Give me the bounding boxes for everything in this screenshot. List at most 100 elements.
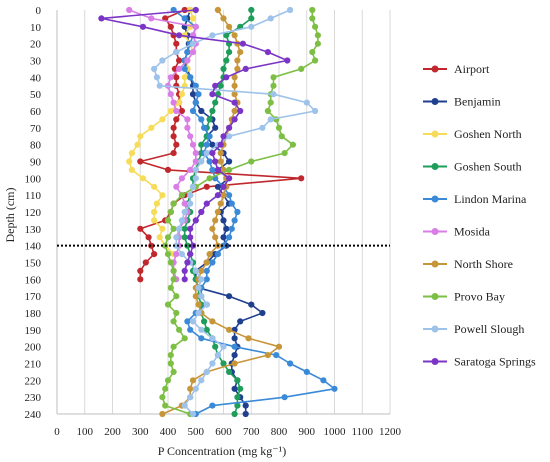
data-point-lindon-marina <box>220 242 227 249</box>
y-tick-label: 180 <box>25 308 42 320</box>
y-tick-label: 230 <box>25 392 42 404</box>
data-point-goshen-south <box>212 99 219 106</box>
data-point-north-shore <box>159 410 166 418</box>
data-point-benjamin <box>237 318 244 325</box>
y-tick-label: 20 <box>30 39 42 51</box>
data-point-goshen-north <box>181 74 188 81</box>
data-point-mosida <box>184 116 191 123</box>
y-tick-label: 220 <box>25 375 42 387</box>
data-point-provo-bay <box>309 49 316 56</box>
data-point-powell-slough <box>173 49 180 56</box>
data-point-provo-bay <box>162 402 169 409</box>
data-point-lindon-marina <box>320 377 327 384</box>
data-point-powell-slough <box>187 192 194 199</box>
data-point-goshen-south <box>181 225 188 232</box>
data-point-benjamin <box>189 91 197 98</box>
data-point-lindon-marina <box>209 259 216 266</box>
data-point-powell-slough <box>209 360 216 367</box>
data-point-saratoga-springs <box>212 82 219 89</box>
data-point-goshen-south <box>201 318 208 325</box>
data-point-powell-slough <box>198 326 205 333</box>
legend-label: Goshen North <box>454 127 522 141</box>
data-point-provo-bay <box>170 276 177 283</box>
legend-label: Benjamin <box>454 95 501 109</box>
data-point-lindon-marina <box>231 343 238 350</box>
data-point-goshen-north <box>178 91 185 98</box>
data-point-goshen-south <box>234 377 241 384</box>
data-point-north-shore <box>206 251 213 258</box>
data-point-saratoga-springs <box>217 141 224 148</box>
legend-swatch-marker <box>431 98 439 105</box>
data-point-lindon-marina <box>287 360 294 367</box>
data-point-airport <box>170 133 177 140</box>
data-point-lindon-marina <box>203 276 210 283</box>
x-tick-label: 900 <box>299 426 316 438</box>
legend-label: Mosida <box>454 225 491 239</box>
data-point-powell-slough <box>195 284 202 291</box>
data-point-provo-bay <box>170 318 177 325</box>
x-tick-label: 600 <box>215 426 232 438</box>
y-tick-label: 200 <box>25 342 42 354</box>
data-point-powell-slough <box>203 301 210 308</box>
data-point-mosida <box>148 15 155 22</box>
data-point-airport <box>167 23 174 30</box>
data-point-provo-bay <box>312 23 319 30</box>
data-point-lindon-marina <box>181 15 188 22</box>
data-point-powell-slough <box>198 158 205 165</box>
data-point-powell-slough <box>156 82 163 89</box>
data-point-mosida <box>173 251 180 258</box>
data-point-lindon-marina <box>195 91 202 98</box>
data-point-lindon-marina <box>198 116 205 123</box>
data-point-mosida <box>192 158 199 165</box>
data-point-mosida <box>192 23 199 30</box>
data-point-north-shore <box>217 150 224 157</box>
data-point-mosida <box>181 200 188 207</box>
data-point-north-shore <box>187 385 194 392</box>
legend-swatch-marker <box>431 163 439 170</box>
data-point-lindon-marina <box>209 166 216 173</box>
data-point-powell-slough <box>192 385 199 392</box>
data-point-airport <box>176 57 183 64</box>
data-point-saratoga-springs <box>209 150 216 157</box>
y-tick-label: 150 <box>25 258 42 270</box>
data-point-goshen-south <box>184 242 191 249</box>
data-point-lindon-marina <box>201 124 208 131</box>
data-point-north-shore <box>195 301 202 308</box>
data-point-benjamin <box>198 107 205 115</box>
data-point-lindon-marina <box>203 267 210 274</box>
data-point-goshen-north <box>134 141 141 148</box>
data-point-lindon-marina <box>184 49 191 56</box>
legend-swatch-marker <box>431 195 439 203</box>
y-tick-label: 120 <box>25 207 42 219</box>
data-point-mosida <box>178 175 185 182</box>
data-point-powell-slough <box>181 402 188 409</box>
data-point-goshen-south <box>231 410 238 418</box>
data-point-provo-bay <box>162 385 169 392</box>
data-point-powell-slough <box>153 74 160 81</box>
data-point-mosida <box>187 133 194 140</box>
data-point-saratoga-springs <box>187 225 194 232</box>
data-point-airport <box>298 175 305 182</box>
data-point-powell-slough <box>189 410 197 418</box>
data-point-benjamin <box>231 385 238 392</box>
legend-item-mosida: Mosida <box>423 225 491 239</box>
data-point-provo-bay <box>167 284 174 291</box>
legend-swatch-marker <box>431 130 439 138</box>
data-point-provo-bay <box>159 394 166 401</box>
data-point-lindon-marina <box>184 318 191 325</box>
data-point-provo-bay <box>167 259 174 266</box>
legend-label: Airport <box>454 62 490 76</box>
data-point-saratoga-springs <box>226 175 233 182</box>
data-point-provo-bay <box>275 124 283 131</box>
data-point-goshen-south <box>248 6 255 14</box>
data-point-lindon-marina <box>181 65 188 72</box>
data-point-provo-bay <box>178 192 185 199</box>
data-point-goshen-south <box>212 343 219 350</box>
data-point-goshen-south <box>248 15 255 22</box>
data-point-goshen-north <box>151 208 158 216</box>
legend-item-saratoga-springs: Saratoga Springs <box>423 355 536 369</box>
y-tick-label: 160 <box>25 274 42 286</box>
data-point-lindon-marina <box>198 335 205 342</box>
data-point-saratoga-springs <box>187 234 194 241</box>
series-lindon-marina <box>170 6 338 418</box>
